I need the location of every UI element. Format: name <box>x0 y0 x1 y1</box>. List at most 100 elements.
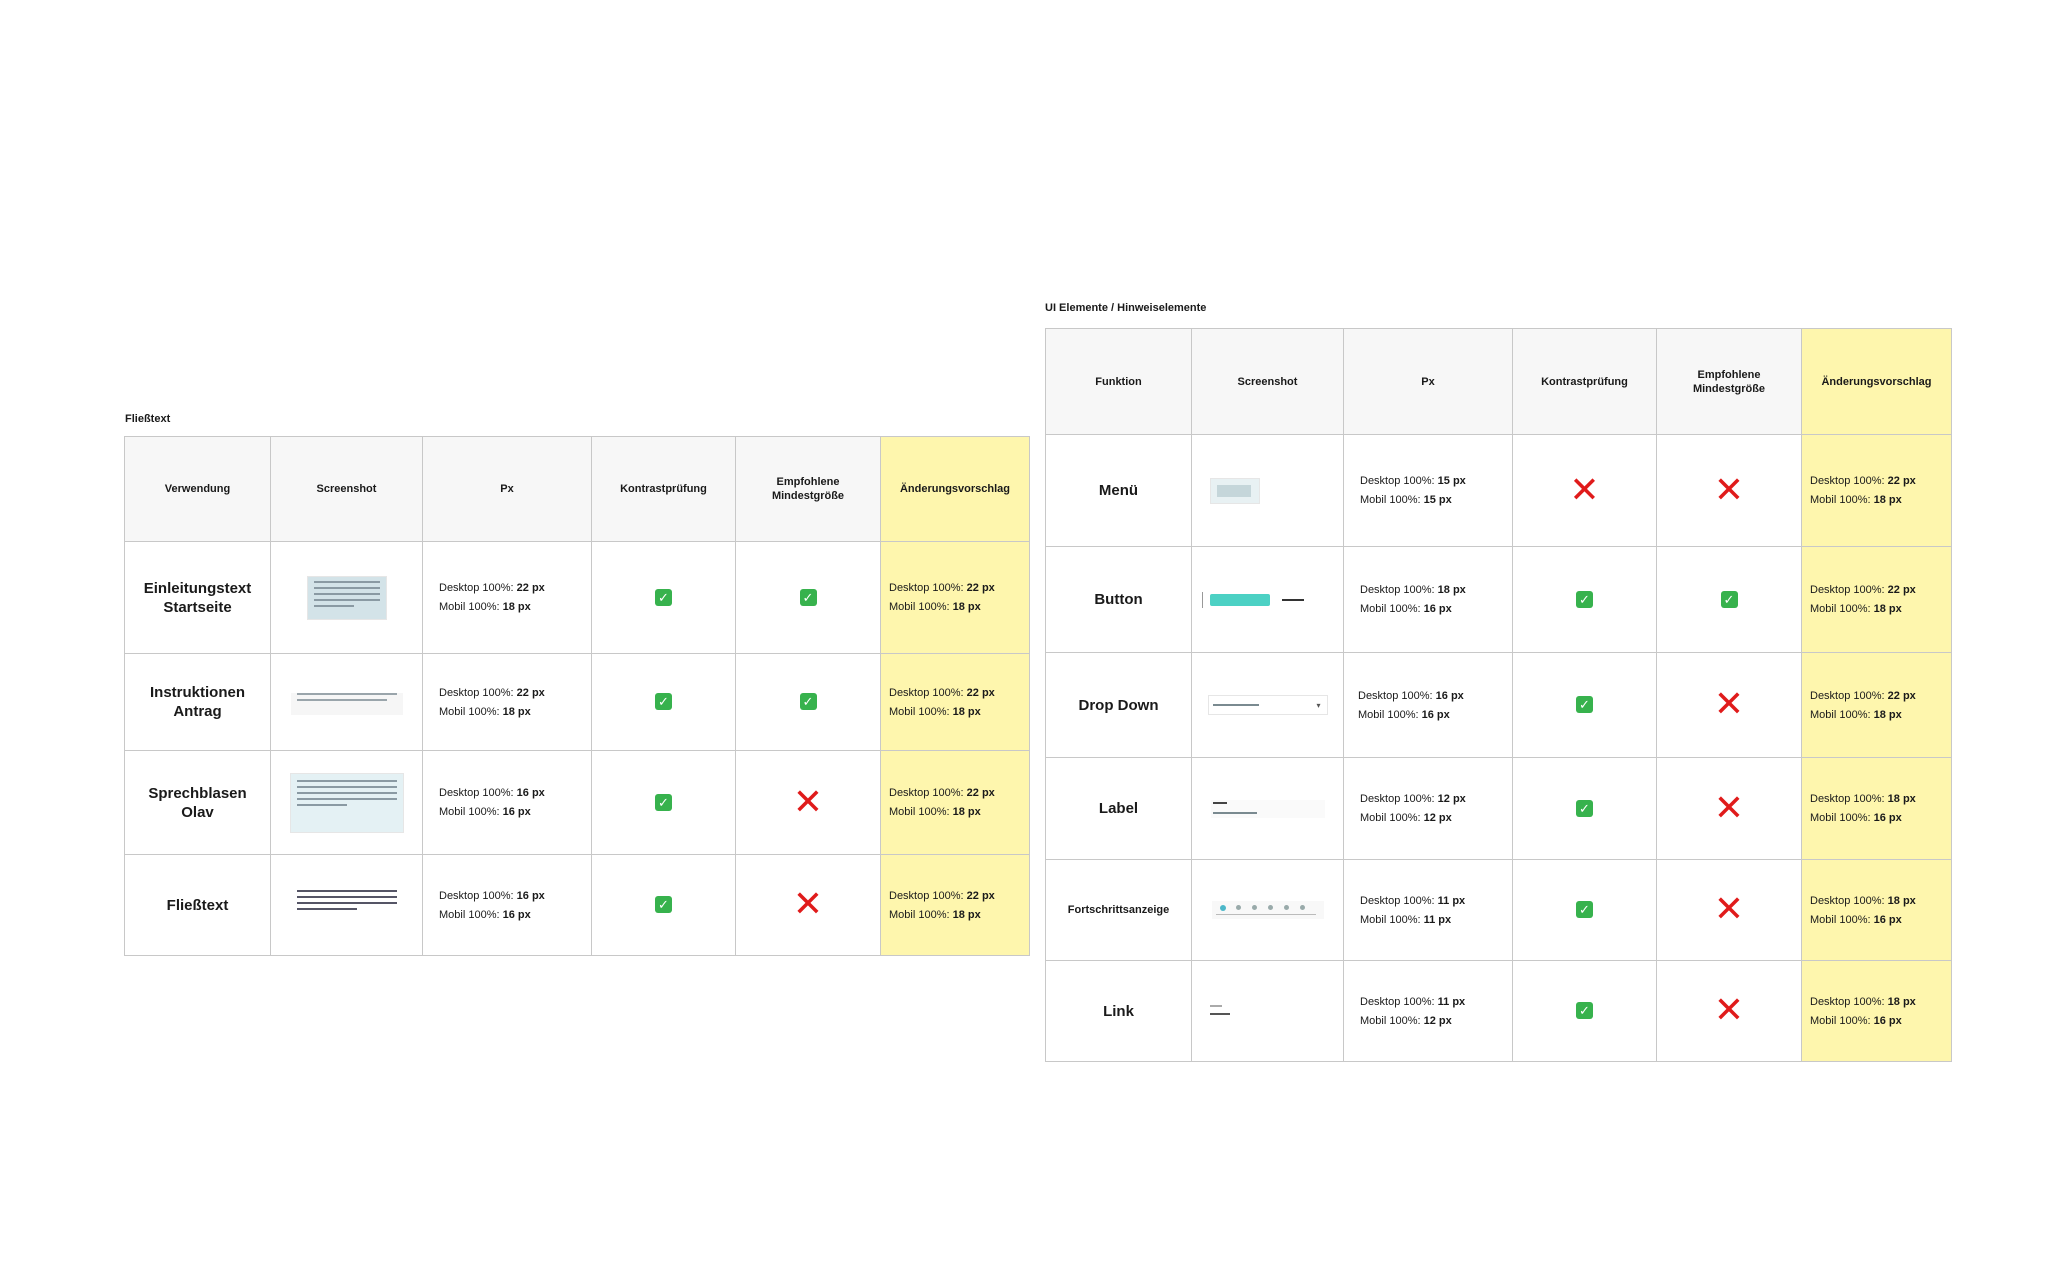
section-title-fliesstext: Fließtext <box>125 413 171 425</box>
screenshot-thumbnail <box>289 772 404 833</box>
screenshot-thumbnail: ▾ <box>1207 695 1328 715</box>
table-row: Sprechblasen Olav Desktop 100%: 16 px Mo… <box>124 750 1030 855</box>
suggestion-cell: Desktop 100%: 18 px Mobil 100%: 16 px <box>1801 960 1952 1062</box>
row-label: Fließtext <box>124 854 271 956</box>
contrast-cell: ✕ <box>1512 434 1657 547</box>
suggestion-desktop-value: 18 px <box>1887 894 1916 907</box>
px-mobile-label: Mobil 100%: <box>439 806 503 818</box>
px-mobile-label: Mobil 100%: <box>439 601 503 613</box>
ui-elemente-table: Funktion Screenshot Px Kontrastprüfung E… <box>1045 328 1952 1062</box>
screenshot-thumbnail <box>290 890 403 924</box>
px-desktop-label: Desktop 100%: <box>439 686 517 699</box>
minsize-cell: ✓ <box>735 653 881 751</box>
contrast-cell: ✓ <box>591 653 736 751</box>
screenshot-thumbnail <box>1210 799 1325 818</box>
suggestion-cell: Desktop 100%: 22 px Mobil 100%: 18 px <box>880 541 1030 654</box>
row-label: Sprechblasen Olav <box>124 750 271 855</box>
px-desktop-value: 15 px <box>1437 475 1466 487</box>
suggestion-mobile-value: 18 px <box>952 806 981 818</box>
screenshot-thumbnail <box>1210 477 1260 504</box>
px-desktop-label: Desktop 100%: <box>439 582 517 594</box>
suggestion-cell: Desktop 100%: 22 px Mobil 100%: 18 px <box>1801 546 1952 653</box>
screenshot-cell <box>1191 434 1344 547</box>
minsize-cell: ✕ <box>1656 960 1802 1062</box>
px-desktop-label: Desktop 100%: <box>1360 793 1438 805</box>
suggestion-desktop-label: Desktop 100%: <box>889 686 967 699</box>
contrast-cell: ✓ <box>1512 546 1657 653</box>
px-desktop-value: 11 px <box>1437 995 1466 1008</box>
row-label: Label <box>1045 757 1192 860</box>
suggestion-mobile-value: 16 px <box>1873 913 1902 926</box>
suggestion-desktop-value: 18 px <box>1887 793 1916 805</box>
row-label: Instruktionen Antrag <box>124 653 271 751</box>
check-mark-icon: ✓ <box>1720 590 1738 608</box>
header-aenderungsvorschlag: Änderungsvorschlag <box>880 436 1030 542</box>
cross-mark-icon: ✕ <box>1713 468 1745 510</box>
px-desktop-value: 16 px <box>516 889 545 902</box>
table-header-row: Funktion Screenshot Px Kontrastprüfung E… <box>1045 328 1952 435</box>
px-mobile-value: 11 px <box>1423 913 1452 926</box>
header-screenshot: Screenshot <box>270 436 423 542</box>
check-mark-icon: ✓ <box>1576 590 1593 608</box>
suggestion-mobile-value: 16 px <box>1873 1014 1902 1027</box>
header-px: Px <box>1343 328 1513 435</box>
check-mark-icon: ✓ <box>1576 901 1593 918</box>
cross-mark-icon: ✕ <box>1713 786 1745 828</box>
minsize-cell: ✕ <box>1656 434 1802 547</box>
px-cell: Desktop 100%: 11 px Mobil 100%: 11 px <box>1343 859 1513 961</box>
px-mobile-value: 16 px <box>502 806 531 818</box>
header-px: Px <box>422 436 592 542</box>
suggestion-desktop-value: 22 px <box>1887 689 1916 702</box>
px-mobile-value: 16 px <box>1423 603 1452 615</box>
screenshot-cell <box>1191 546 1344 653</box>
header-screenshot: Screenshot <box>1191 328 1344 435</box>
suggestion-desktop-value: 22 px <box>966 787 995 799</box>
screenshot-cell <box>1191 757 1344 860</box>
suggestion-mobile-label: Mobil 100%: <box>889 908 953 921</box>
suggestion-desktop-label: Desktop 100%: <box>889 889 967 902</box>
suggestion-mobile-label: Mobil 100%: <box>1810 1014 1874 1027</box>
screenshot-cell: ▾ <box>1191 652 1344 758</box>
minsize-cell: ✕ <box>735 750 881 855</box>
px-mobile-value: 15 px <box>1423 494 1452 506</box>
suggestion-desktop-label: Desktop 100%: <box>1810 475 1888 487</box>
suggestion-desktop-label: Desktop 100%: <box>889 787 967 799</box>
px-desktop-label: Desktop 100%: <box>1358 689 1436 702</box>
screenshot-thumbnail <box>1211 901 1324 919</box>
suggestion-cell: Desktop 100%: 22 px Mobil 100%: 18 px <box>1801 434 1952 547</box>
px-desktop-label: Desktop 100%: <box>1360 584 1438 596</box>
px-mobile-value: 16 px <box>1421 708 1450 721</box>
table-row: Fortschrittsanzeige Desktop 100%: 11 px … <box>1045 859 1952 961</box>
px-cell: Desktop 100%: 16 px Mobil 100%: 16 px <box>422 750 592 855</box>
check-mark-icon: ✓ <box>1576 696 1593 713</box>
suggestion-mobile-label: Mobil 100%: <box>1810 494 1874 506</box>
suggestion-desktop-value: 22 px <box>1887 475 1916 487</box>
suggestion-mobile-label: Mobil 100%: <box>1810 603 1874 615</box>
px-desktop-label: Desktop 100%: <box>439 787 517 799</box>
px-desktop-value: 16 px <box>516 787 545 799</box>
table-row: Label Desktop 100%: 12 px Mobil 100%: 12… <box>1045 757 1952 860</box>
px-cell: Desktop 100%: 16 px Mobil 100%: 16 px <box>1343 652 1513 758</box>
screenshot-cell <box>270 854 423 956</box>
table-row: Menü Desktop 100%: 15 px Mobil 100%: 15 … <box>1045 434 1952 547</box>
suggestion-cell: Desktop 100%: 18 px Mobil 100%: 16 px <box>1801 859 1952 961</box>
header-kontrastpruefung: Kontrastprüfung <box>1512 328 1657 435</box>
suggestion-mobile-label: Mobil 100%: <box>889 806 953 818</box>
screenshot-thumbnail <box>306 575 387 620</box>
suggestion-mobile-label: Mobil 100%: <box>1810 913 1874 926</box>
screenshot-cell <box>1191 859 1344 961</box>
cross-mark-icon: ✕ <box>792 780 824 822</box>
px-desktop-value: 18 px <box>1437 584 1466 596</box>
cross-mark-icon: ✕ <box>1713 989 1745 1030</box>
check-mark-icon: ✓ <box>1576 799 1593 817</box>
header-aenderungsvorschlag: Änderungsvorschlag <box>1801 328 1952 435</box>
px-desktop-value: 16 px <box>1435 689 1464 702</box>
px-desktop-value: 22 px <box>516 582 545 594</box>
header-kontrastpruefung: Kontrastprüfung <box>591 436 736 542</box>
table-row: Drop Down ▾ Desktop 100%: 16 px Mobil 10… <box>1045 652 1952 758</box>
contrast-cell: ✓ <box>1512 652 1657 758</box>
suggestion-mobile-label: Mobil 100%: <box>889 601 953 613</box>
contrast-cell: ✓ <box>591 541 736 654</box>
table-row: Button Desktop 100%: 18 px Mobil 100%: 1… <box>1045 546 1952 653</box>
suggestion-mobile-value: 18 px <box>1873 708 1902 721</box>
